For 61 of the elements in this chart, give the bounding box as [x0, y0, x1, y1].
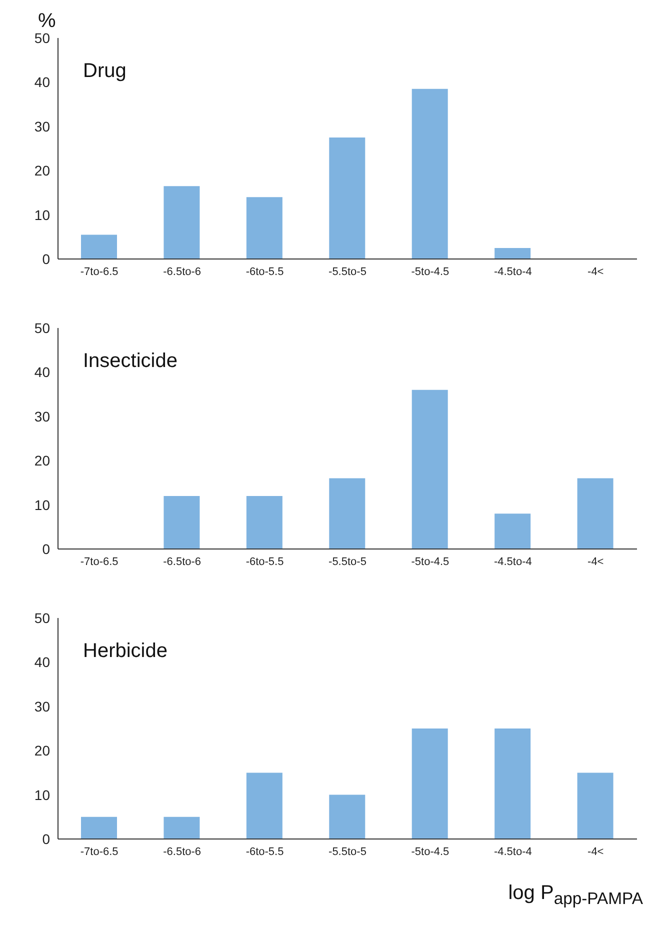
bar: [164, 816, 200, 839]
y-tick-label: 20: [34, 742, 50, 759]
text: Herbicide: [83, 640, 168, 663]
bar: [164, 186, 200, 259]
y-tick-label: 30: [34, 118, 50, 134]
y-tick-label: 10: [34, 496, 50, 513]
bar: [577, 772, 614, 839]
y-tick-label: 10: [34, 206, 50, 223]
bar: [246, 496, 282, 549]
x-tick-label: -6.5to-6: [163, 846, 202, 858]
bar: [329, 478, 366, 549]
x-tick-label: -7to-6.5: [80, 846, 118, 858]
bar: [494, 248, 531, 259]
x-tick-label: -6.5to-6: [163, 556, 202, 568]
bar: [494, 728, 531, 839]
bar: [329, 137, 366, 259]
text: Drug: [83, 60, 126, 83]
x-tick-label: -5to-4.5: [411, 266, 450, 278]
x-tick-label: -4.5to-4: [494, 266, 532, 278]
x-tick-label: -5to-4.5: [411, 846, 450, 858]
x-tick-label: -5.5to-5: [328, 846, 366, 858]
bar: [246, 772, 282, 839]
bar: [577, 478, 614, 549]
y-tick-label: 30: [34, 408, 50, 424]
bar: [412, 728, 448, 839]
bar: [81, 816, 117, 839]
y-tick-label: 40: [34, 364, 50, 380]
bar: [494, 514, 531, 549]
y-tick-label: 10: [34, 786, 50, 803]
x-tick-label: -6.5to-6: [163, 266, 202, 278]
y-tick-label: 0: [42, 540, 50, 557]
y-tick-label: 0: [42, 250, 50, 267]
x-tick-label: -6to-5.5: [246, 556, 284, 568]
y-tick-label: 0: [42, 830, 50, 847]
x-tick-label: -6to-5.5: [246, 846, 284, 858]
bar: [246, 197, 282, 259]
x-tick-label: -7to-6.5: [80, 556, 118, 568]
bar: [81, 234, 117, 259]
x-axis-title: log P$_{app-PAMPA}$: [508, 882, 643, 909]
x-tick-label: -4<: [588, 266, 604, 278]
y-tick-label: 40: [34, 654, 50, 670]
x-tick-label: -5.5to-5: [328, 266, 366, 278]
y-tick-label: 50: [34, 610, 50, 626]
x-tick-label: -7to-6.5: [80, 266, 118, 278]
bar: [329, 794, 366, 839]
y-tick-label: 20: [34, 452, 50, 469]
x-tick-label: -4<: [588, 556, 604, 568]
x-tick-label: -5to-4.5: [411, 556, 450, 568]
x-tick-label: -5.5to-5: [328, 556, 366, 568]
y-tick-label: 30: [34, 698, 50, 714]
x-tick-label: -6to-5.5: [246, 266, 284, 278]
bar: [412, 390, 448, 549]
bar: [412, 88, 448, 259]
text: Insecticide: [83, 350, 178, 373]
y-tick-label: 20: [34, 162, 50, 179]
x-tick-label: -4.5to-4: [494, 846, 532, 858]
x-tick-label: -4.5to-4: [494, 556, 532, 568]
x-tick-label: -4<: [588, 846, 604, 858]
y-tick-label: 50: [34, 320, 50, 336]
bar: [164, 496, 200, 549]
y-tick-label: 40: [34, 74, 50, 90]
